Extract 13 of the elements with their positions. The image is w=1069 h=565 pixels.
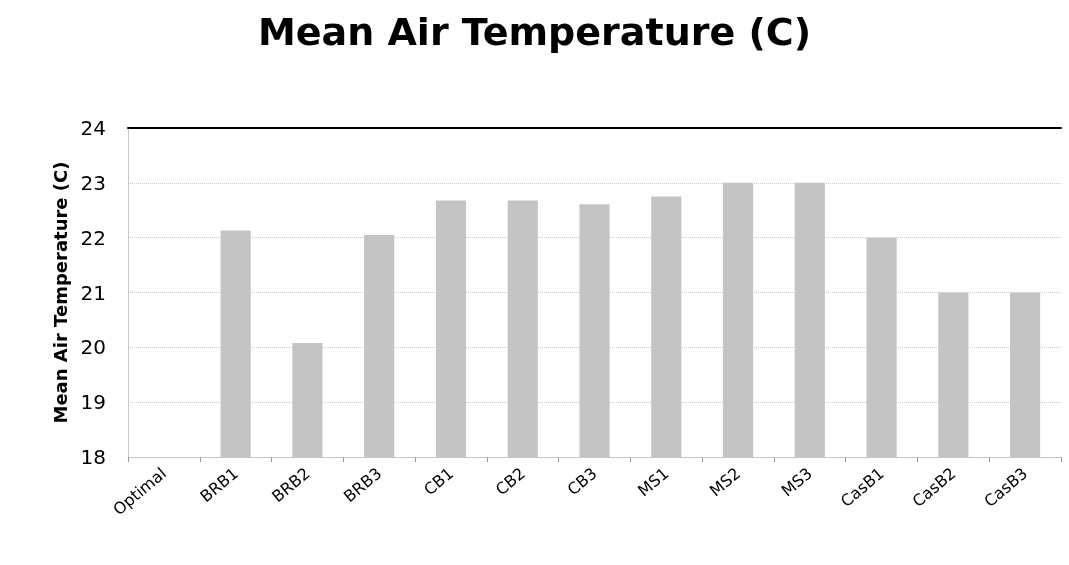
y-axis-title: Mean Air Temperature (C) bbox=[50, 161, 72, 424]
chart-title: Mean Air Temperature (C) bbox=[257, 10, 812, 54]
y-tick-label: 24 bbox=[80, 116, 106, 140]
y-tick-label: 23 bbox=[80, 170, 106, 195]
x-tick-label: MS1 bbox=[634, 463, 673, 501]
x-tick-label: CB1 bbox=[420, 463, 458, 500]
y-tick-label: 22 bbox=[80, 225, 106, 250]
y-tick-label: 21 bbox=[80, 280, 106, 305]
y-tick-label: 18 bbox=[80, 445, 106, 469]
y-tick-label: 20 bbox=[80, 335, 106, 360]
x-tick-label: CB3 bbox=[563, 463, 601, 500]
y-tick-label: 19 bbox=[80, 390, 106, 415]
x-tick-label: CB2 bbox=[491, 463, 529, 500]
